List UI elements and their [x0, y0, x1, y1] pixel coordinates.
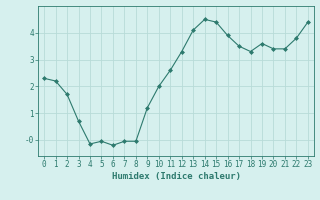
X-axis label: Humidex (Indice chaleur): Humidex (Indice chaleur)	[111, 172, 241, 181]
